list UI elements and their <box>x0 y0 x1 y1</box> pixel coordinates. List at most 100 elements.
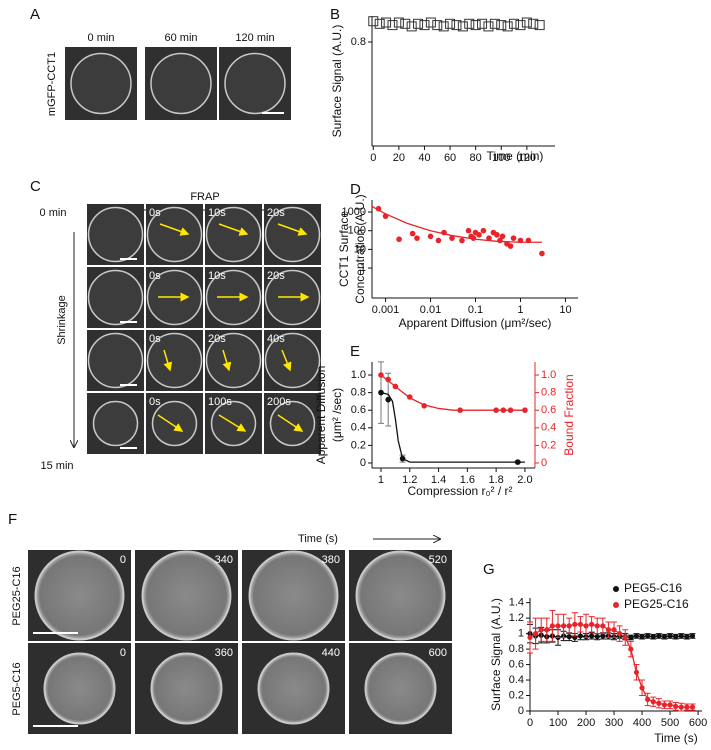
frame-time: 360 <box>215 647 233 659</box>
point <box>385 376 391 383</box>
x-tick-label: 1 <box>378 474 384 486</box>
x-tick-label: 60 <box>444 152 456 164</box>
legend-label: PEG5-C16 <box>624 581 682 595</box>
y-tick-label: 0.8 <box>351 36 366 48</box>
point <box>510 235 517 241</box>
vesicle <box>150 52 212 115</box>
vesicle <box>150 652 223 725</box>
point <box>483 21 494 32</box>
point <box>499 233 506 240</box>
vesicle <box>43 652 116 725</box>
point <box>538 627 544 633</box>
point <box>414 235 420 241</box>
point <box>549 623 556 629</box>
time-label: 60 min <box>164 32 197 44</box>
point <box>480 227 487 234</box>
point <box>600 633 606 639</box>
point <box>544 627 550 633</box>
point <box>464 18 475 29</box>
vesicle <box>151 400 198 447</box>
point <box>457 21 468 32</box>
point <box>368 16 379 27</box>
x-tick-label: 1.2 <box>402 474 417 486</box>
x-tick-label: 10 <box>559 304 571 316</box>
y-axis-label: Surface Signal (A.U.) <box>330 25 344 138</box>
x-tick-label: 400 <box>633 717 651 729</box>
fit-line <box>380 374 525 411</box>
vesicle <box>248 550 339 641</box>
frap-time: 100s <box>208 396 232 408</box>
point <box>566 623 572 629</box>
frame-time: 440 <box>322 647 340 659</box>
y-axis-label: Concentration (A.U.) <box>353 194 367 303</box>
frap-time: 20s <box>267 270 285 282</box>
legend-label: PEG25-C16 <box>624 597 689 611</box>
point <box>661 702 668 708</box>
point <box>594 623 600 629</box>
point <box>555 623 561 629</box>
point <box>449 235 455 241</box>
vesicle <box>205 206 262 263</box>
point <box>689 704 696 710</box>
point <box>489 18 500 29</box>
point <box>673 634 679 640</box>
x-tick-label: 0.1 <box>468 304 483 316</box>
frap-time: 0s <box>149 333 161 345</box>
point <box>689 633 696 639</box>
y-tick-label: 10 <box>354 243 366 255</box>
time-label: 120 min <box>235 32 274 44</box>
y-tick-label: 0 <box>518 705 524 717</box>
point <box>656 633 662 639</box>
point <box>656 700 662 706</box>
point <box>667 633 673 639</box>
frap-time: 10s <box>208 207 226 219</box>
row-label: mGFP-CCT1 <box>46 52 58 116</box>
point <box>528 18 539 29</box>
frame-time: 340 <box>215 554 233 566</box>
panel-label: G <box>483 561 495 578</box>
point <box>393 17 404 28</box>
vesicle <box>264 206 321 263</box>
point <box>639 685 645 691</box>
point <box>476 232 482 238</box>
point <box>527 634 533 641</box>
y2-axis-label: Bound Fraction <box>562 374 576 455</box>
point <box>577 633 584 639</box>
y-tick-label: 1.2 <box>509 612 524 624</box>
y-tick-label: 1 <box>518 628 524 640</box>
y-tick-label: 1.4 <box>509 597 524 609</box>
point <box>521 17 532 28</box>
panel-label: F <box>8 511 17 528</box>
vesicle <box>87 206 144 263</box>
x-tick-label: 1.4 <box>431 474 446 486</box>
vesicle <box>87 332 144 389</box>
point <box>459 237 465 244</box>
point <box>515 20 526 31</box>
x-tick-label: 1.6 <box>460 474 475 486</box>
point <box>477 18 488 29</box>
y-tick-label: 0.8 <box>351 387 366 399</box>
x-tick-label: 120 <box>518 152 536 164</box>
frap-arrow <box>159 223 190 236</box>
point <box>494 232 500 238</box>
x-axis-label: Time (min) <box>487 149 544 163</box>
y-tick-label: 0 <box>360 457 366 469</box>
frap-arrow <box>163 349 173 372</box>
point <box>381 17 392 28</box>
vesicle <box>269 400 316 447</box>
point <box>502 21 513 32</box>
point <box>572 621 578 627</box>
point <box>589 633 595 639</box>
point <box>533 631 539 637</box>
row-label: PEG5-C16 <box>11 662 23 715</box>
time-label: 0 min <box>88 32 115 44</box>
start-label: 0 min <box>40 207 67 219</box>
frap-arrow <box>222 349 232 372</box>
point <box>387 20 398 31</box>
point <box>409 230 416 237</box>
frame-time: 0 <box>120 647 126 659</box>
point <box>645 696 651 702</box>
point <box>561 623 567 629</box>
